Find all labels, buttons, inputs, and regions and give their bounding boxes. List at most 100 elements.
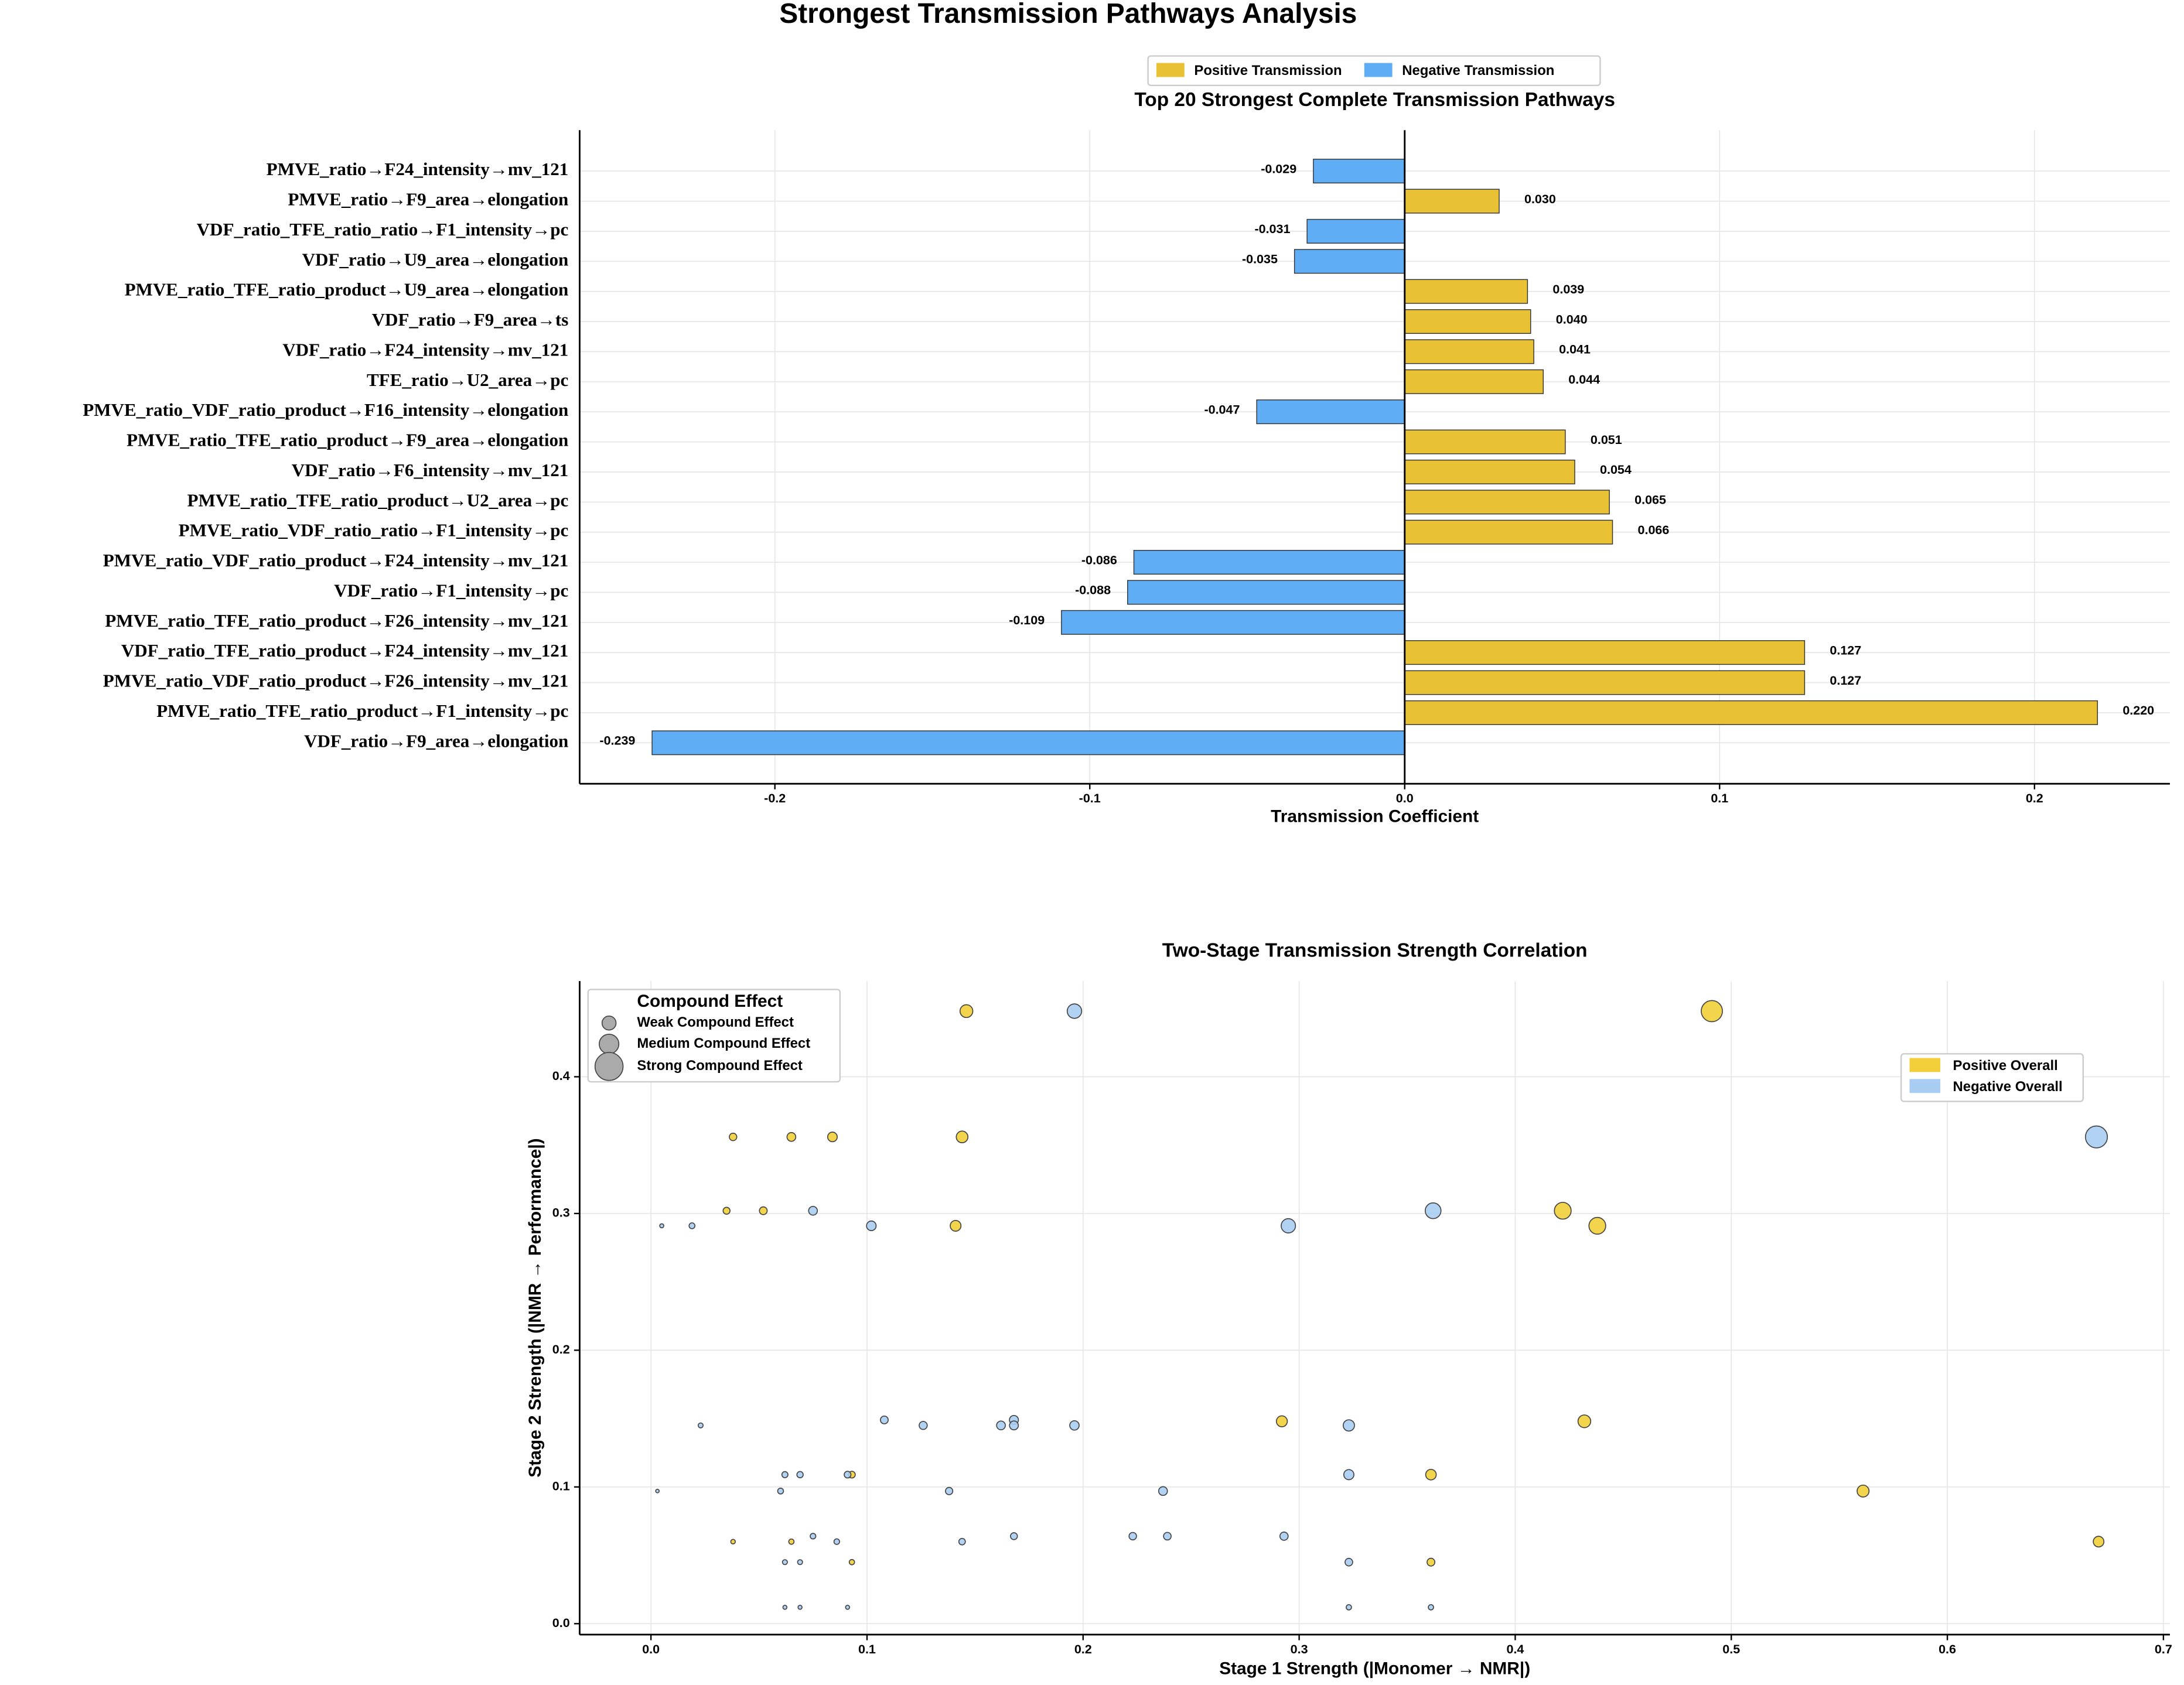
scatter-point — [782, 1605, 788, 1610]
legend-swatch — [1909, 1079, 1941, 1093]
value-label: -0.047 — [1204, 402, 1240, 416]
bar — [651, 730, 1405, 756]
scatter-point — [782, 1559, 788, 1566]
size-legend-marker — [599, 1034, 620, 1055]
x-tick-label: 0.0 — [642, 1642, 660, 1656]
x-tick-label: 0.4 — [1506, 1642, 1524, 1656]
legend-title: Compound Effect — [637, 992, 783, 1011]
scatter-point — [2084, 1125, 2108, 1149]
scatter-point — [1427, 1557, 1436, 1567]
category-label: VDF_ratio→F6_intensity→mv_121 — [292, 460, 569, 480]
scatter-point — [659, 1223, 664, 1229]
category-label: VDF_ratio→U9_area→elongation — [302, 249, 569, 269]
bar — [1404, 339, 1534, 364]
scatter-point — [729, 1133, 738, 1141]
x-tick-label: 0.6 — [1939, 1642, 1956, 1656]
value-label: 0.220 — [2122, 703, 2154, 717]
y-tick-label: 0.1 — [552, 1479, 570, 1493]
scatter-point — [1342, 1419, 1355, 1432]
value-label: 0.039 — [1552, 282, 1584, 296]
category-label: VDF_ratio→F1_intensity→pc — [334, 580, 568, 600]
scatter-point — [781, 1471, 789, 1478]
bar — [1256, 399, 1405, 425]
scatter-point — [797, 1605, 803, 1610]
value-label: -0.086 — [1081, 553, 1117, 567]
legend-label: Strong Compound Effect — [637, 1058, 803, 1074]
scatter-point — [1424, 1202, 1442, 1219]
category-label: PMVE_ratio_VDF_ratio_product→F16_intensi… — [83, 399, 568, 420]
category-label: PMVE_ratio_TFE_ratio_product→U2_area→pc — [187, 490, 569, 510]
scatter-point — [1281, 1218, 1296, 1233]
category-label: PMVE_ratio_TFE_ratio_product→F9_area→elo… — [127, 430, 568, 450]
value-label: -0.239 — [599, 734, 635, 748]
x-tick-label: 0.0 — [1396, 791, 1414, 805]
bar — [1294, 249, 1405, 274]
category-label: PMVE_ratio_VDF_ratio_product→F26_intensi… — [103, 671, 569, 691]
scatter-point — [808, 1205, 818, 1216]
bar — [1404, 189, 1500, 214]
value-label: 0.040 — [1556, 312, 1588, 326]
bar — [1404, 279, 1528, 304]
scatter-point — [1428, 1604, 1434, 1611]
value-label: 0.051 — [1591, 433, 1622, 447]
bar — [1313, 159, 1405, 184]
size-legend-marker — [601, 1015, 617, 1031]
scatter-point — [1588, 1216, 1606, 1235]
legend-box — [587, 989, 841, 1083]
value-label: 0.127 — [1830, 643, 1861, 657]
category-label: PMVE_ratio_TFE_ratio_product→F26_intensi… — [105, 610, 568, 631]
bar — [1404, 429, 1566, 454]
scatter-point — [759, 1206, 768, 1215]
category-label: VDF_ratio→F9_area→ts — [372, 309, 569, 330]
scatter-point — [796, 1471, 804, 1479]
category-label: VDF_ratio_TFE_ratio_product→F24_intensit… — [121, 640, 568, 661]
bar — [1404, 459, 1575, 484]
chart-title: Two-Stage Transmission Strength Correlat… — [1162, 940, 1588, 962]
scatter-point — [777, 1488, 784, 1495]
scatter-point — [827, 1132, 838, 1143]
category-label: VDF_ratio_TFE_ratio_ratio→F1_intensity→p… — [197, 219, 569, 240]
scatter-point — [1275, 1415, 1288, 1427]
scatter-point — [919, 1421, 928, 1430]
scatter-point — [848, 1558, 855, 1566]
legend-box — [1900, 1053, 2084, 1102]
value-label: 0.044 — [1568, 372, 1600, 387]
x-tick-label: 0.1 — [1711, 791, 1728, 805]
scatter-point — [797, 1559, 803, 1566]
bar — [1404, 519, 1613, 545]
scatter-point — [1066, 1003, 1083, 1019]
legend-label: Positive Transmission — [1194, 63, 1342, 78]
scatter-point — [950, 1219, 962, 1232]
value-label: -0.031 — [1254, 222, 1290, 236]
scatter-point — [1128, 1532, 1137, 1541]
x-tick-label: 0.2 — [2026, 791, 2043, 805]
bar — [1133, 549, 1405, 575]
scatter-point — [1009, 1420, 1019, 1431]
x-tick-label: 0.7 — [2155, 1642, 2172, 1656]
scatter-point — [786, 1132, 797, 1142]
y-tick-label: 0.2 — [552, 1342, 570, 1356]
legend-label: Weak Compound Effect — [637, 1014, 794, 1030]
value-label: 0.127 — [1830, 674, 1861, 688]
x-axis-label: Stage 1 Strength (|Monomer → NMR|) — [1219, 1659, 1530, 1679]
x-axis-label: Transmission Coefficient — [1271, 806, 1479, 826]
bar — [1061, 610, 1405, 635]
category-label: VDF_ratio→F9_area→elongation — [304, 730, 568, 751]
bar — [1404, 670, 1806, 695]
category-label: PMVE_ratio→F9_area→elongation — [288, 189, 568, 210]
scatter-point — [655, 1489, 660, 1493]
value-label: -0.088 — [1075, 583, 1111, 597]
scatter-point — [730, 1539, 736, 1544]
value-label: 0.041 — [1559, 343, 1591, 357]
scatter-point — [880, 1415, 889, 1424]
bar — [1404, 369, 1544, 394]
y-tick-label: 0.0 — [552, 1616, 570, 1630]
y-tick-label: 0.3 — [552, 1206, 570, 1220]
legend-swatch — [1156, 63, 1185, 77]
scatter-point — [688, 1222, 696, 1229]
scatter-point — [1554, 1202, 1572, 1220]
scatter-point — [1158, 1486, 1168, 1496]
scatter-point — [996, 1420, 1006, 1431]
scatter-point — [945, 1486, 954, 1495]
legend-label: Medium Compound Effect — [637, 1035, 810, 1051]
